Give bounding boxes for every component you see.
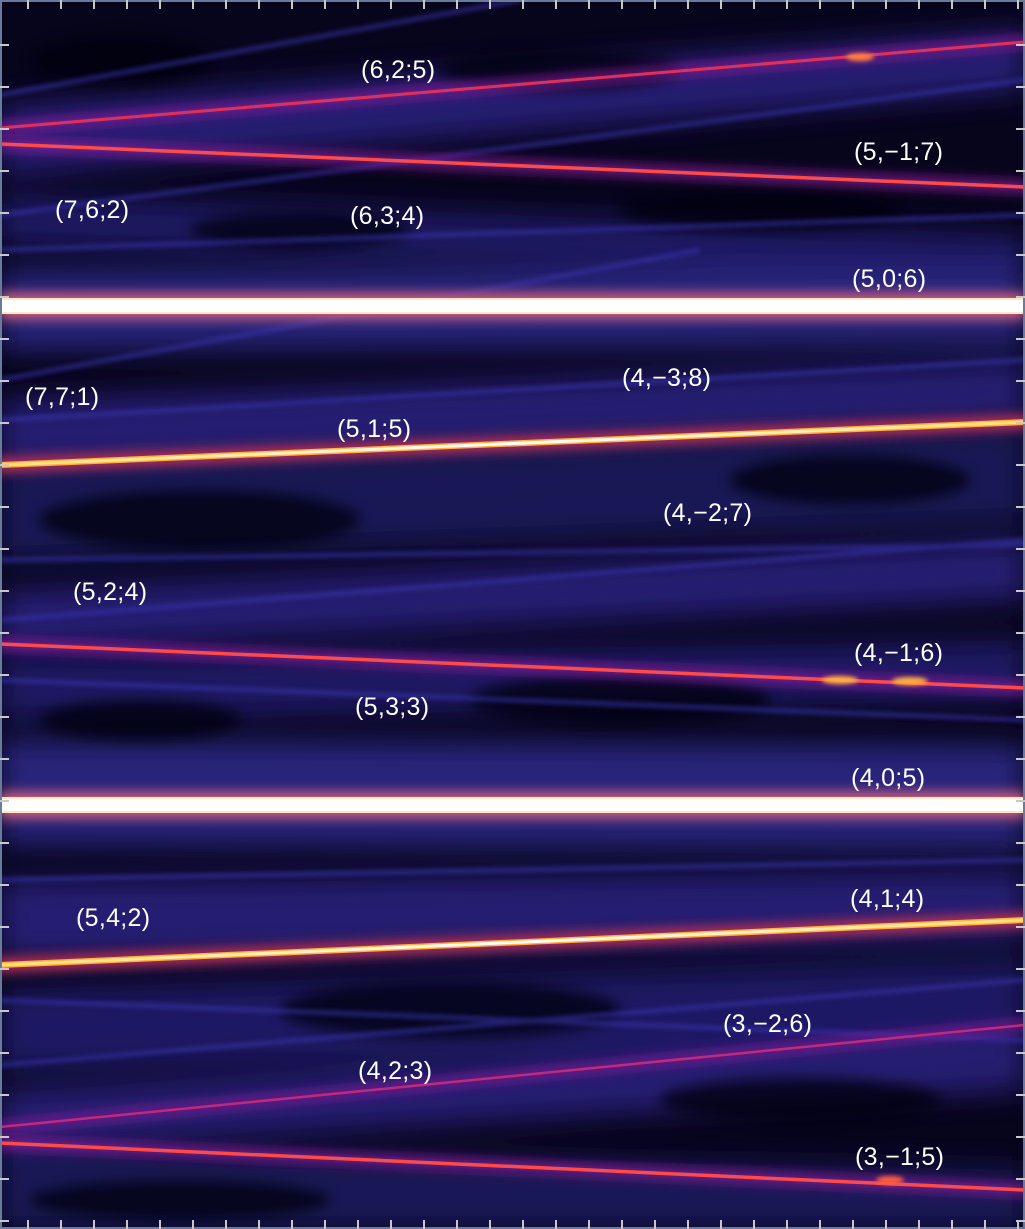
mode-label-7-7-1: (7,7;1) <box>25 383 99 411</box>
mode-label-5-3-3: (5,3;3) <box>355 693 429 721</box>
mode-label-5-2-4: (5,2;4) <box>73 578 147 606</box>
mode-label-4-m3-8: (4,−3;8) <box>622 364 711 392</box>
mode-label-4-m2-7: (4,−2;7) <box>663 499 752 527</box>
mode-label-7-6-2: (7,6;2) <box>55 196 129 224</box>
mode-label-4-0-5: (4,0;5) <box>851 764 925 792</box>
mode-label-5-m1-7: (5,−1;7) <box>854 138 943 166</box>
mode-label-3-m2-6: (3,−2;6) <box>723 1010 812 1038</box>
mode-label-4-m1-6: (4,−1;6) <box>854 639 943 667</box>
mode-label-6-2-5: (6,2;5) <box>361 56 435 84</box>
mode-label-4-2-3: (4,2;3) <box>358 1057 432 1085</box>
white-horizontal-lines <box>0 293 1025 818</box>
mode-label-5-4-2: (5,4;2) <box>76 904 150 932</box>
mode-label-5-1-5: (5,1;5) <box>337 415 411 443</box>
mode-label-5-0-6: (5,0;6) <box>852 265 926 293</box>
bright-lines <box>0 415 1025 972</box>
mode-label-4-1-4: (4,1;4) <box>850 885 924 913</box>
hot-spots <box>822 53 928 1184</box>
dark-blotches <box>30 35 970 1220</box>
mode-label-3-m1-5: (3,−1;5) <box>855 1143 944 1171</box>
mode-labels: (6,2;5) (5,−1;7) (7,6;2) (6,3;4) (5,0;6)… <box>25 56 944 1171</box>
mode-label-6-3-4: (6,3;4) <box>350 202 424 230</box>
